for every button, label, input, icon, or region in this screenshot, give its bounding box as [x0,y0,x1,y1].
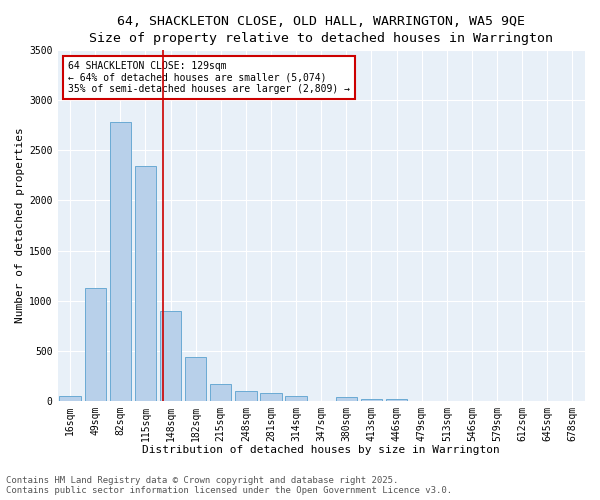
Bar [235,390,257,400]
Title: 64, SHACKLETON CLOSE, OLD HALL, WARRINGTON, WA5 9QE
Size of property relative to: 64, SHACKLETON CLOSE, OLD HALL, WARRINGT… [89,15,553,45]
Bar [286,396,307,400]
Bar [185,356,206,401]
Text: 64 SHACKLETON CLOSE: 129sqm
← 64% of detached houses are smaller (5,074)
35% of : 64 SHACKLETON CLOSE: 129sqm ← 64% of det… [68,61,350,94]
Bar [85,288,106,401]
Bar [260,392,282,400]
Text: Contains HM Land Registry data © Crown copyright and database right 2025.
Contai: Contains HM Land Registry data © Crown c… [6,476,452,495]
Bar [59,396,81,400]
Bar [361,398,382,400]
Bar [160,310,181,400]
Bar [110,122,131,400]
Bar [210,384,232,400]
Y-axis label: Number of detached properties: Number of detached properties [15,128,25,324]
Bar [336,396,357,400]
Bar [135,166,156,400]
Bar [386,399,407,400]
X-axis label: Distribution of detached houses by size in Warrington: Distribution of detached houses by size … [142,445,500,455]
